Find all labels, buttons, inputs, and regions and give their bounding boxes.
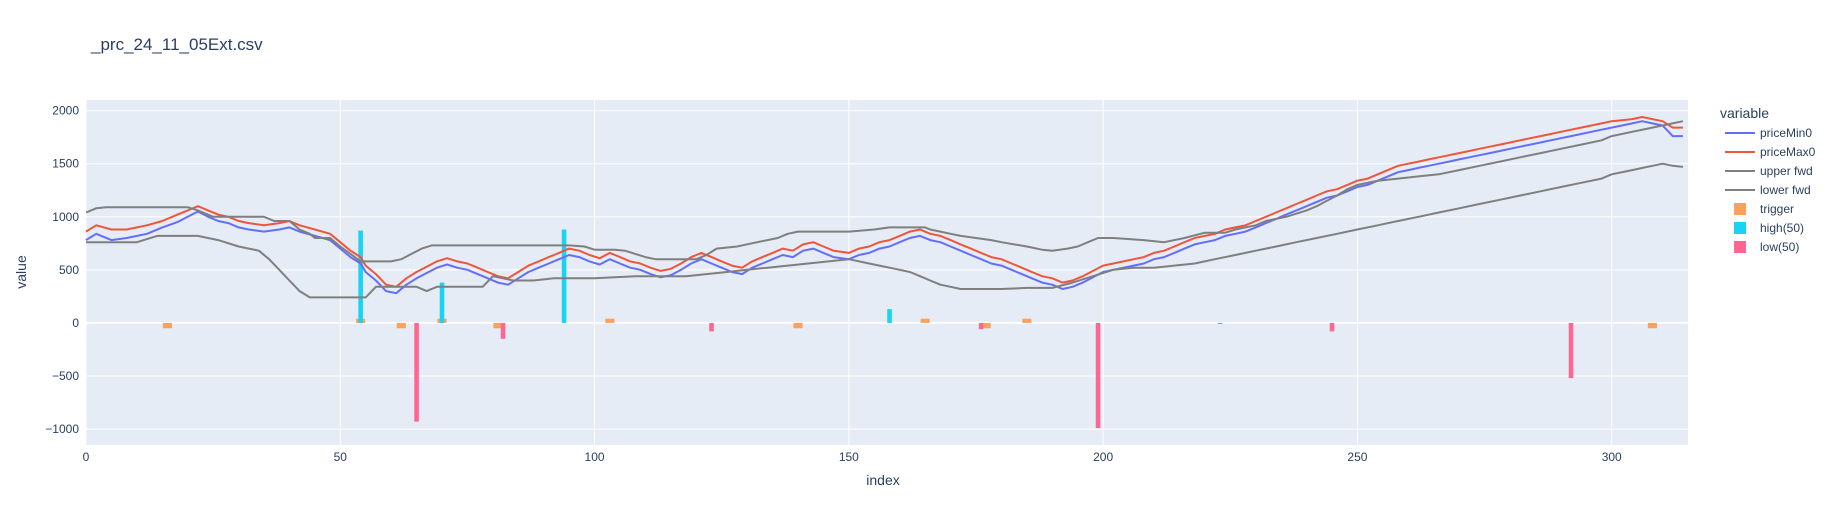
y-tick-label: −1000 — [45, 422, 79, 436]
bar-high-50- — [561, 229, 567, 323]
legend-title: variable — [1720, 105, 1769, 121]
y-tick-label: 1500 — [52, 157, 79, 171]
legend-label: priceMax0 — [1760, 145, 1816, 159]
plot-area — [86, 100, 1688, 445]
line-upper-fwd — [85, 120, 1684, 263]
bar-low-50- — [1095, 322, 1101, 429]
x-tick-labels: 0 50 100 150 200 250 300 — [83, 450, 1622, 464]
legend-label: trigger — [1760, 202, 1794, 216]
y-tick-label: 2000 — [52, 104, 79, 118]
legend-label: lower fwd — [1760, 183, 1811, 197]
bar-marks — [162, 229, 1657, 429]
bar-high-50- — [439, 282, 445, 323]
legend-label: upper fwd — [1760, 164, 1813, 178]
bar-high-50- — [358, 230, 363, 323]
bar-trigger — [920, 318, 930, 323]
y-tick-label: 1000 — [52, 210, 79, 224]
y-tick-label: 0 — [72, 316, 79, 330]
legend: variable priceMin0 priceMax0 upper fwd lowe… — [1720, 105, 1816, 254]
x-tick-label: 200 — [1093, 450, 1113, 464]
bar-trigger — [981, 322, 991, 329]
legend-swatch — [1734, 222, 1746, 234]
legend-swatch — [1734, 241, 1746, 253]
x-tick-label: 100 — [585, 450, 605, 464]
bar-trigger — [1647, 322, 1657, 329]
chart-title: _prc_24_11_05Ext.csv — [90, 35, 263, 54]
bar-low-50- — [1329, 322, 1335, 332]
y-tick-labels: −1000 −500 0 500 1000 1500 2000 — [45, 104, 79, 436]
y-tick-label: −500 — [52, 369, 79, 383]
line-lower-fwd — [86, 162, 1684, 299]
x-tick-label: 300 — [1602, 450, 1622, 464]
bar-low-50- — [1568, 322, 1574, 379]
line-marks — [85, 116, 1684, 299]
line-pricemin0 — [85, 120, 1683, 295]
legend-label: high(50) — [1760, 221, 1804, 235]
bar-low-50- — [414, 322, 419, 422]
bar-low-50- — [1217, 322, 1223, 324]
bar-trigger — [1022, 318, 1032, 323]
legend-swatch — [1734, 203, 1746, 215]
y-tick-label: 500 — [59, 263, 79, 277]
x-axis-title: index — [866, 472, 899, 488]
legend-label: low(50) — [1760, 240, 1799, 254]
bar-trigger — [396, 322, 406, 329]
bar-high-50- — [887, 309, 892, 323]
bar-trigger — [162, 322, 172, 329]
bar-trigger — [605, 318, 615, 323]
bar-low-50- — [709, 322, 714, 332]
x-tick-label: 50 — [334, 450, 348, 464]
x-tick-label: 150 — [839, 450, 859, 464]
gridlines — [85, 100, 1688, 445]
bar-low-50- — [978, 322, 984, 330]
bar-low-50- — [500, 322, 506, 339]
bar-trigger — [793, 322, 803, 329]
x-tick-label: 0 — [83, 450, 90, 464]
legend-label: priceMin0 — [1760, 126, 1812, 140]
x-tick-label: 250 — [1347, 450, 1367, 464]
bar-trigger — [493, 322, 503, 329]
line-pricemax0 — [85, 116, 1683, 288]
y-axis-title: value — [13, 255, 29, 289]
